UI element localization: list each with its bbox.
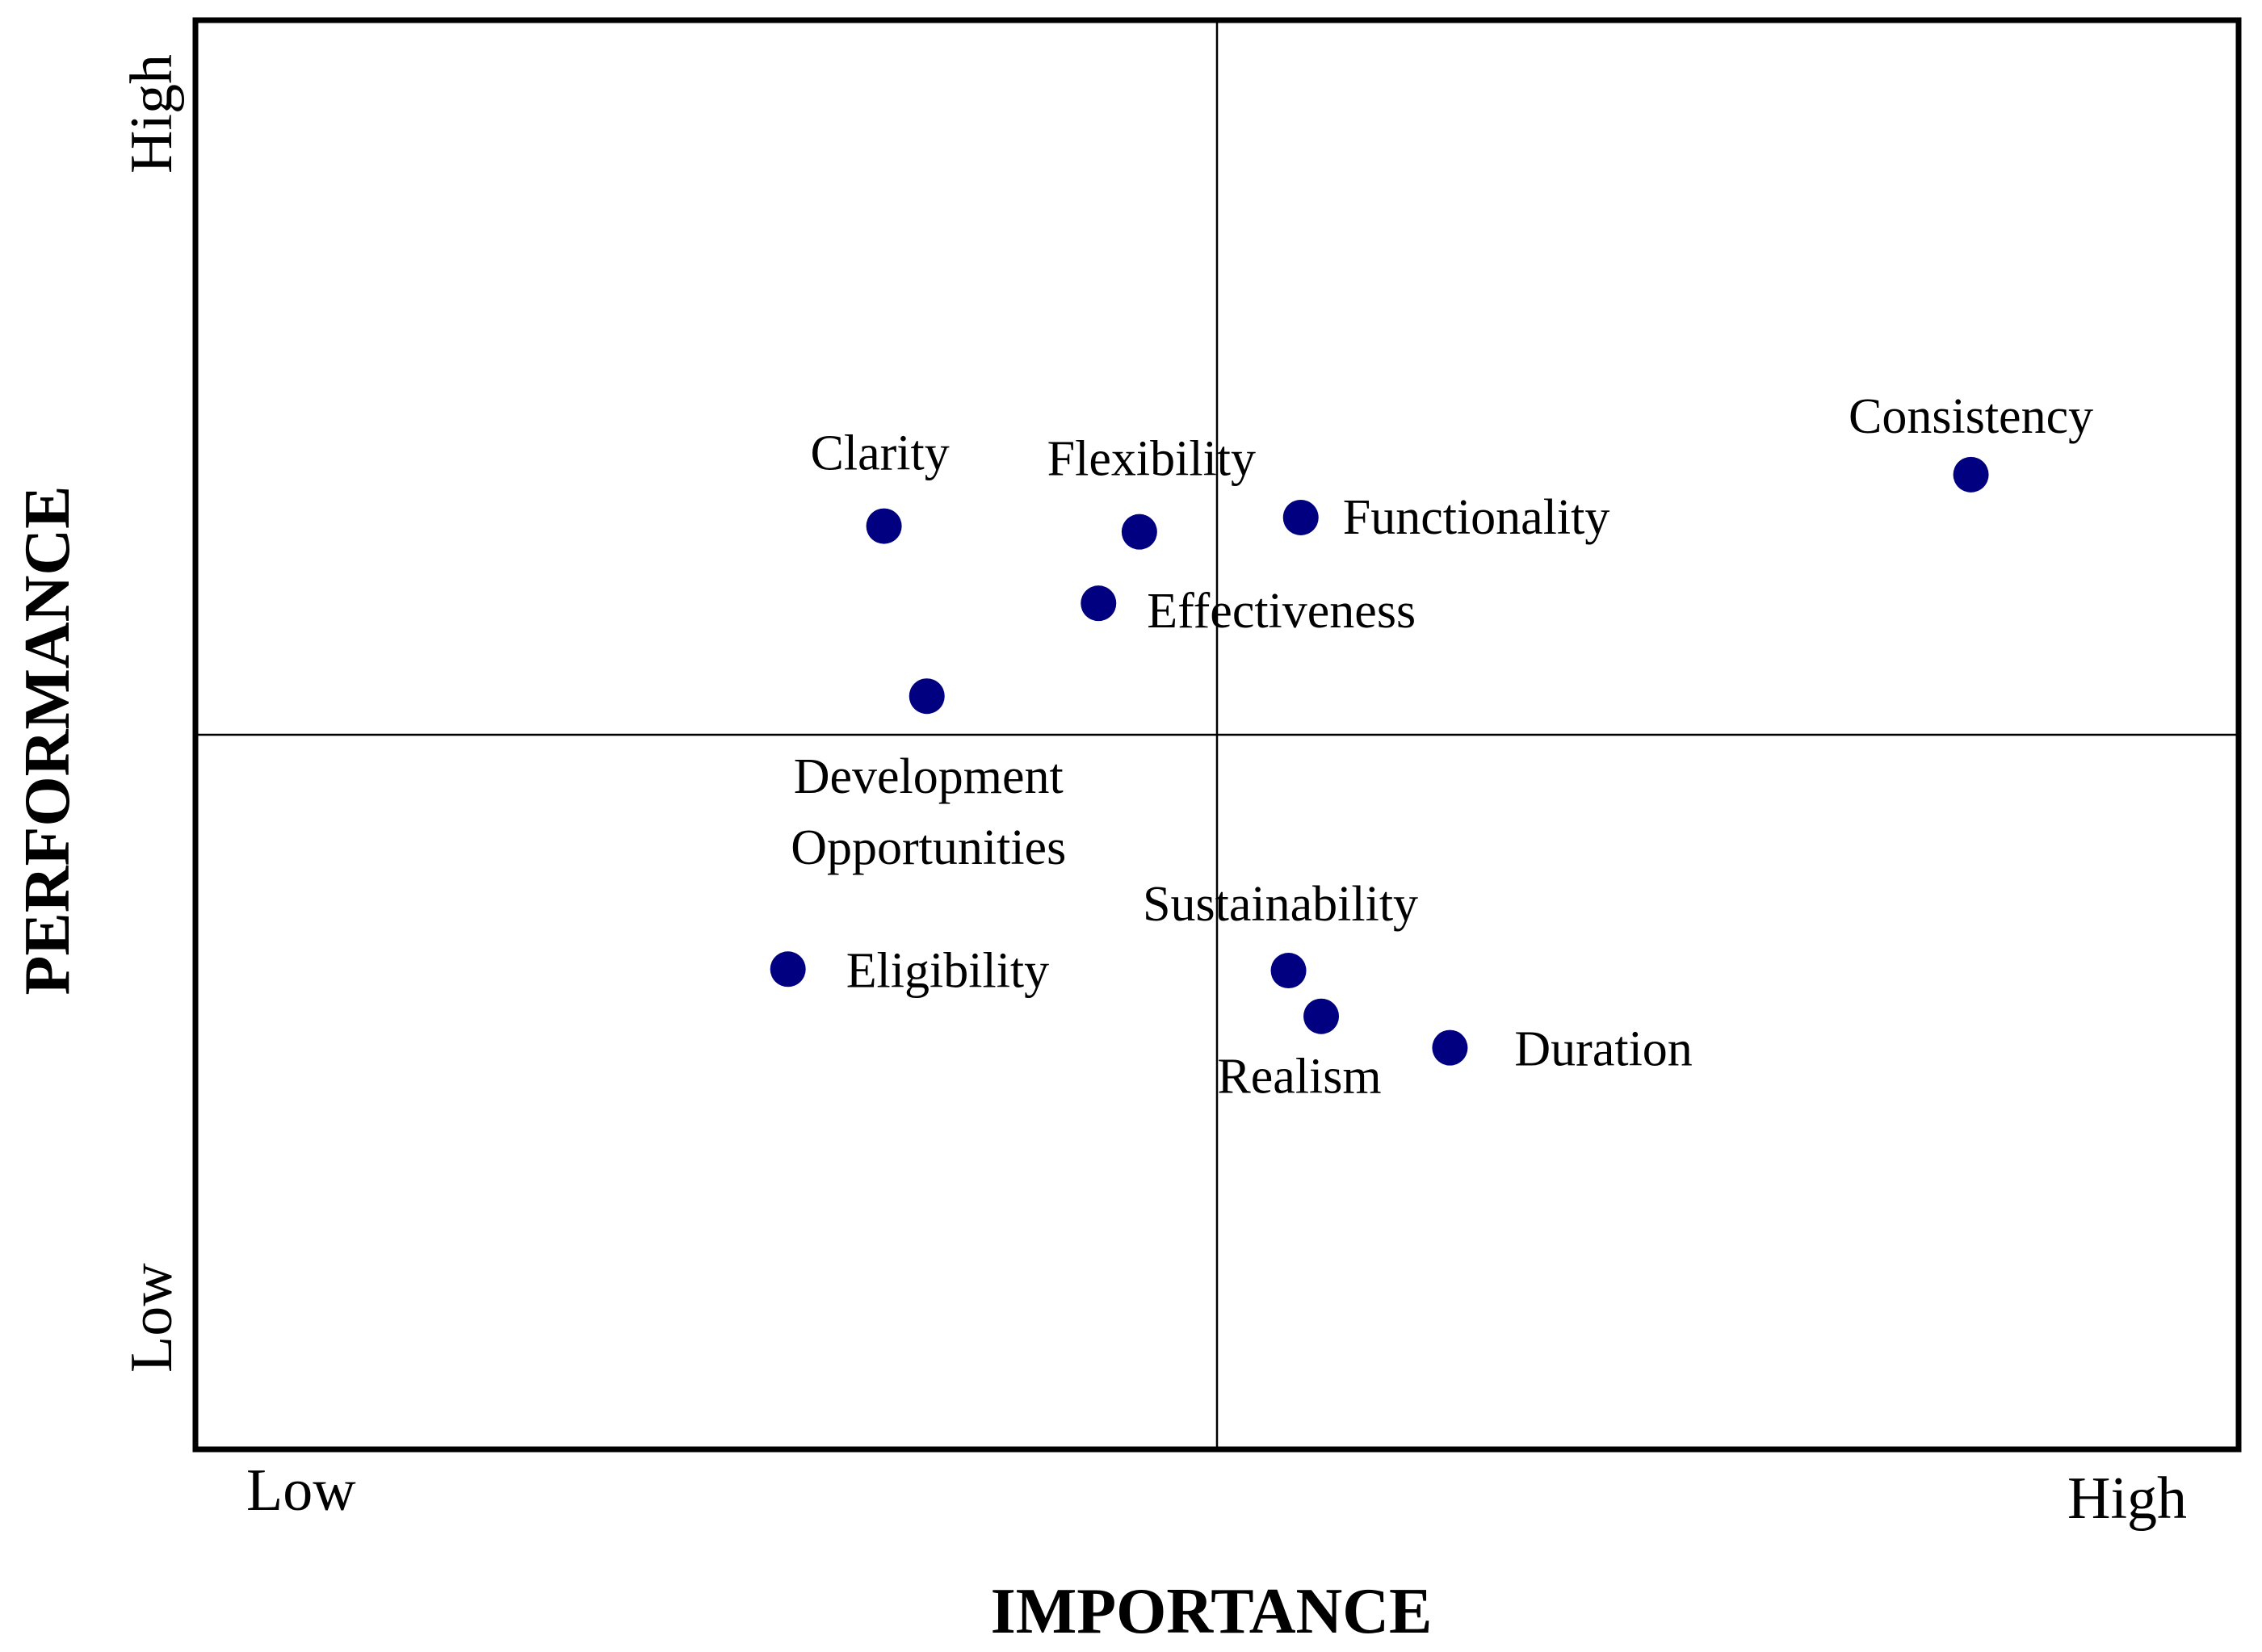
x-tick-low: Low [246, 1457, 356, 1524]
y-tick-low: Low [119, 1263, 185, 1373]
label-eligibility: Eligibility [846, 943, 1049, 998]
x-axis-title: IMPORTANCE [991, 1576, 1433, 1647]
point-sustainability [1270, 953, 1307, 989]
label-realism: Realism [1217, 1050, 1381, 1105]
point-duration [1432, 1029, 1468, 1066]
point-functionality [1282, 499, 1319, 535]
label-development-opportunities: Development Opportunities [791, 749, 1066, 875]
point-eligibility [770, 951, 806, 987]
label-consistency: Consistency [1849, 389, 2093, 444]
point-effectiveness [1081, 585, 1117, 622]
y-tick-high: High [119, 54, 185, 174]
label-clarity: Clarity [811, 426, 950, 481]
point-clarity [866, 508, 902, 544]
label-flexibility: Flexibility [1047, 432, 1256, 487]
point-consistency [1953, 456, 1989, 493]
point-realism [1303, 998, 1340, 1034]
y-axis-title: PERFORMANCE [12, 485, 83, 995]
label-duration: Duration [1514, 1022, 1692, 1077]
point-flexibility [1121, 514, 1157, 550]
x-tick-high: High [2067, 1465, 2187, 1532]
label-sustainability: Sustainability [1143, 877, 1418, 932]
label-effectiveness: Effectiveness [1147, 584, 1416, 639]
label-functionality: Functionality [1343, 490, 1610, 545]
point-development-opportunities [909, 678, 945, 715]
data-points: Clarity Flexibility Functionality Consisten… [770, 389, 2093, 1105]
